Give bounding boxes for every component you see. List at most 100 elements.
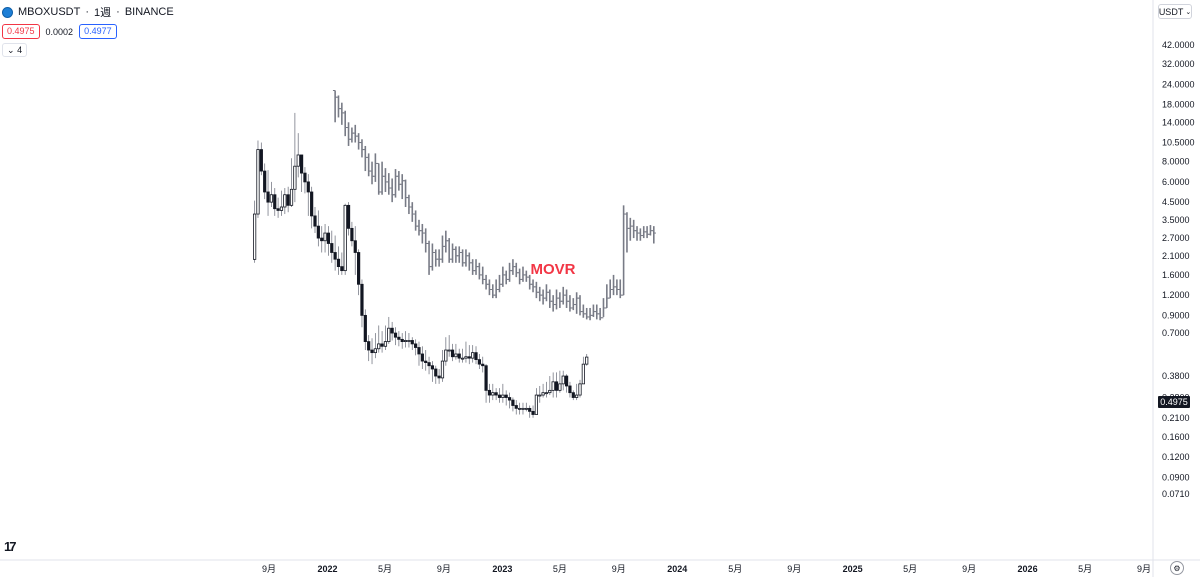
candle-body (497, 394, 502, 398)
y-tick-label: 4.5000 (1162, 197, 1190, 207)
candle-body (491, 392, 495, 396)
candle-body (521, 407, 525, 410)
interval-label[interactable]: 1週 (94, 7, 112, 19)
candle-body (397, 336, 401, 340)
chevron-down-icon: ⌄ (7, 45, 15, 55)
candle-body (407, 340, 411, 342)
indicators-toggle[interactable]: ⌄ 4 (2, 43, 28, 57)
candle-body (346, 204, 351, 229)
candle-body (296, 154, 300, 167)
candle-body (330, 243, 334, 253)
y-tick-label: 0.0900 (1162, 472, 1190, 482)
candle-body (403, 340, 408, 342)
candle-body (269, 194, 273, 203)
x-tick-label: 9月 (437, 564, 451, 574)
x-tick-label: 5月 (378, 564, 392, 574)
x-tick-label: 2024 (667, 564, 687, 574)
candle-body (390, 327, 394, 334)
candle-body (440, 360, 445, 379)
candle-body (538, 394, 542, 397)
x-tick-label: 9月 (612, 564, 626, 574)
candle-body (400, 338, 404, 342)
candle-body (383, 341, 388, 347)
movr-annotation: MOVR (531, 261, 576, 278)
mbox-logo-icon (2, 6, 13, 18)
candle-body (450, 349, 455, 358)
currency-label: USDT (1158, 6, 1184, 17)
candle-body (367, 341, 371, 351)
candle-body (474, 352, 478, 361)
candle-body (414, 343, 418, 348)
candle-body (323, 232, 327, 242)
y-tick-label: 2.1000 (1162, 251, 1190, 261)
candle-body (363, 314, 367, 342)
candle-body (350, 227, 354, 242)
candle-body (273, 194, 277, 210)
candle-body (558, 383, 562, 391)
candle-body (571, 392, 575, 398)
candle-body (484, 365, 488, 391)
header-separator: · (85, 6, 90, 18)
tradingview-logo-icon[interactable]: 17 (4, 539, 17, 554)
candle-body (481, 363, 485, 367)
y-tick-label: 0.1600 (1162, 432, 1190, 442)
exchange-label: BINANCE (124, 6, 174, 18)
header-separator: · (116, 6, 120, 18)
candle-body (326, 232, 331, 244)
y-tick-label: 6.0000 (1162, 177, 1190, 187)
y-tick-label: 0.3800 (1162, 371, 1190, 381)
candle-body (303, 172, 307, 183)
candle-body (316, 225, 320, 239)
candle-body (357, 252, 361, 285)
candle-body (299, 154, 304, 174)
candle-body (544, 392, 549, 395)
candle-body (487, 389, 492, 396)
candle-body (276, 208, 280, 211)
x-tick-label: 9月 (787, 564, 801, 574)
candle-body (467, 356, 471, 359)
candle-body (454, 353, 458, 358)
candle-body (471, 352, 475, 359)
x-tick-label: 5月 (1078, 564, 1092, 574)
candle-body (266, 191, 270, 203)
candle-body (283, 194, 287, 208)
candle-body (548, 389, 552, 394)
x-tick-label: 2023 (492, 564, 512, 574)
candle-body (518, 407, 522, 410)
symbol-header[interactable]: MBOXUSDT · 1週 · BINANCE (2, 4, 174, 20)
candle-body (420, 353, 424, 362)
candle-body (477, 359, 481, 365)
candle-body (410, 340, 414, 345)
candle-body (343, 204, 347, 272)
candle-body (551, 381, 555, 391)
candle-body (313, 215, 317, 227)
candle-body (263, 170, 267, 193)
candle-body (564, 375, 569, 387)
x-tick-label: 2026 (1018, 564, 1038, 574)
candle-body (494, 392, 498, 396)
currency-selector[interactable]: USDT ⌄ (1158, 4, 1192, 19)
candle-body (457, 353, 461, 359)
candle-body (427, 362, 431, 367)
candle-body (279, 206, 284, 211)
y-tick-label: 0.9000 (1162, 310, 1190, 320)
buy-price-button[interactable]: 0.4977 (79, 24, 117, 39)
x-tick-label: 2022 (317, 564, 337, 574)
candle-body (256, 149, 260, 215)
gear-icon[interactable]: ⚙ (1170, 561, 1184, 575)
x-tick-label: 9月 (1137, 564, 1151, 574)
candle-body (444, 349, 448, 362)
x-tick-label: 9月 (962, 564, 976, 574)
x-tick-label: 9月 (262, 564, 276, 574)
symbol-name[interactable]: MBOXUSDT (18, 6, 81, 18)
y-tick-label: 18.0000 (1162, 100, 1195, 110)
x-tick-label: 5月 (553, 564, 567, 574)
y-tick-label: 0.7000 (1162, 328, 1190, 338)
y-tick-label: 42.0000 (1162, 40, 1195, 50)
candle-body (531, 410, 535, 415)
sell-price-button[interactable]: 0.4975 (2, 24, 40, 39)
candle-body (561, 375, 565, 385)
candle-body (336, 258, 341, 268)
x-tick-label: 2025 (843, 564, 863, 574)
